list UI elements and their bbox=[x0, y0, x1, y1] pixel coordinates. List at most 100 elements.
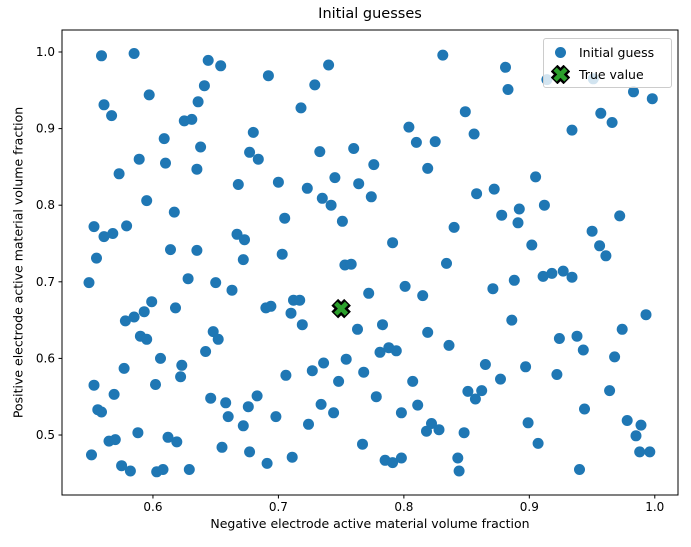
scatter-point bbox=[471, 188, 483, 200]
scatter-point bbox=[468, 128, 480, 140]
scatter-point bbox=[586, 225, 598, 237]
scatter-point bbox=[286, 451, 298, 463]
scatter-point bbox=[132, 427, 144, 439]
scatter-point bbox=[98, 99, 110, 111]
scatter-point bbox=[345, 258, 357, 270]
scatter-point bbox=[410, 136, 422, 148]
scatter-point bbox=[574, 464, 585, 475]
scatter-point bbox=[508, 274, 520, 286]
scatter-point bbox=[160, 157, 171, 169]
scatter-point bbox=[522, 417, 534, 429]
x-tick-label: 0.6 bbox=[143, 500, 162, 514]
scatter-point bbox=[422, 162, 434, 174]
scatter-point bbox=[247, 126, 259, 138]
y-tick-label: 0.6 bbox=[36, 351, 55, 365]
x-tick-label: 1.0 bbox=[645, 500, 664, 514]
scatter-point bbox=[640, 309, 652, 321]
scatter-point bbox=[237, 254, 249, 266]
scatter-point bbox=[128, 311, 140, 323]
scatter-point bbox=[546, 267, 558, 279]
scatter-point bbox=[433, 424, 445, 436]
scatter-point bbox=[566, 124, 578, 136]
y-tick-label: 0.8 bbox=[36, 198, 55, 212]
scatter-point bbox=[412, 399, 424, 411]
scatter-point bbox=[314, 146, 326, 158]
scatter-point bbox=[182, 273, 194, 285]
scatter-point bbox=[170, 302, 181, 314]
legend-item-true-value: True value bbox=[551, 64, 665, 84]
scatter-point bbox=[192, 96, 204, 108]
scatter-point bbox=[374, 346, 386, 358]
scatter-point bbox=[315, 398, 327, 410]
scatter-point bbox=[175, 371, 187, 383]
scatter-point bbox=[195, 141, 207, 153]
scatter-point bbox=[124, 465, 136, 477]
scatter-point bbox=[538, 199, 550, 211]
scatter-point bbox=[452, 452, 464, 464]
scatter-point bbox=[399, 280, 411, 292]
scatter-point bbox=[595, 107, 607, 119]
scatter-point bbox=[109, 434, 121, 446]
scatter-point bbox=[325, 199, 337, 211]
y-axis-label: Positive electrode active material volum… bbox=[10, 106, 26, 419]
scatter-point bbox=[119, 315, 131, 327]
scatter-point bbox=[417, 290, 429, 302]
scatter-point bbox=[495, 373, 506, 385]
x-axis-label: Negative electrode active material volum… bbox=[210, 516, 530, 531]
scatter-point bbox=[171, 436, 183, 448]
true-value-marker bbox=[334, 301, 349, 316]
scatter-point bbox=[512, 217, 524, 229]
scatter-point bbox=[318, 357, 330, 369]
scatter-point bbox=[143, 89, 155, 101]
scatter-point bbox=[328, 407, 340, 419]
scatter-point bbox=[348, 143, 360, 154]
scatter-point bbox=[261, 457, 273, 469]
scatter-point bbox=[390, 345, 402, 357]
y-tick-label: 0.5 bbox=[36, 428, 55, 442]
scatter-point bbox=[487, 283, 499, 295]
scatter-point bbox=[403, 121, 415, 133]
scatter-point bbox=[239, 234, 250, 246]
scatter-point bbox=[276, 248, 288, 260]
scatter-point bbox=[198, 80, 210, 92]
chart-title: Initial guesses bbox=[318, 6, 422, 22]
scatter-point bbox=[606, 117, 618, 128]
scatter-point bbox=[387, 237, 399, 249]
scatter-point bbox=[520, 361, 532, 373]
scatter-point bbox=[210, 277, 222, 289]
scatter-point bbox=[88, 221, 100, 233]
scatter-point bbox=[296, 319, 308, 331]
scatter-point bbox=[133, 153, 145, 165]
y-tick-label: 1.0 bbox=[36, 45, 55, 59]
legend-dot-icon bbox=[551, 43, 570, 62]
scatter-point bbox=[141, 195, 153, 207]
scatter-point bbox=[183, 464, 195, 475]
scatter-point bbox=[146, 296, 158, 308]
scatter-point bbox=[628, 86, 639, 98]
axes-spines bbox=[61, 29, 679, 496]
true-value-marker bbox=[553, 66, 568, 82]
scatter-point bbox=[368, 159, 380, 171]
scatter-point bbox=[557, 265, 569, 277]
scatter-point bbox=[91, 252, 102, 264]
scatter-point bbox=[635, 419, 647, 431]
scatter-point bbox=[265, 300, 277, 312]
scatter-point bbox=[138, 306, 150, 318]
legend-x-icon bbox=[551, 64, 570, 84]
scatter-point bbox=[108, 388, 120, 400]
scatter-point bbox=[98, 231, 110, 243]
x-tick-label: 0.7 bbox=[269, 500, 288, 514]
scatter-point bbox=[205, 392, 217, 404]
scatter-point bbox=[323, 59, 335, 71]
scatter-point bbox=[270, 411, 282, 423]
x-tick-label: 0.9 bbox=[520, 500, 539, 514]
scatter-point bbox=[301, 182, 313, 194]
scatter-point bbox=[462, 385, 474, 397]
scatter-point bbox=[83, 277, 95, 289]
scatter-point bbox=[202, 54, 214, 66]
scatter-point bbox=[407, 375, 419, 387]
scatter-point bbox=[251, 390, 263, 402]
scatter-point bbox=[121, 220, 133, 232]
scatter-point bbox=[306, 365, 318, 377]
